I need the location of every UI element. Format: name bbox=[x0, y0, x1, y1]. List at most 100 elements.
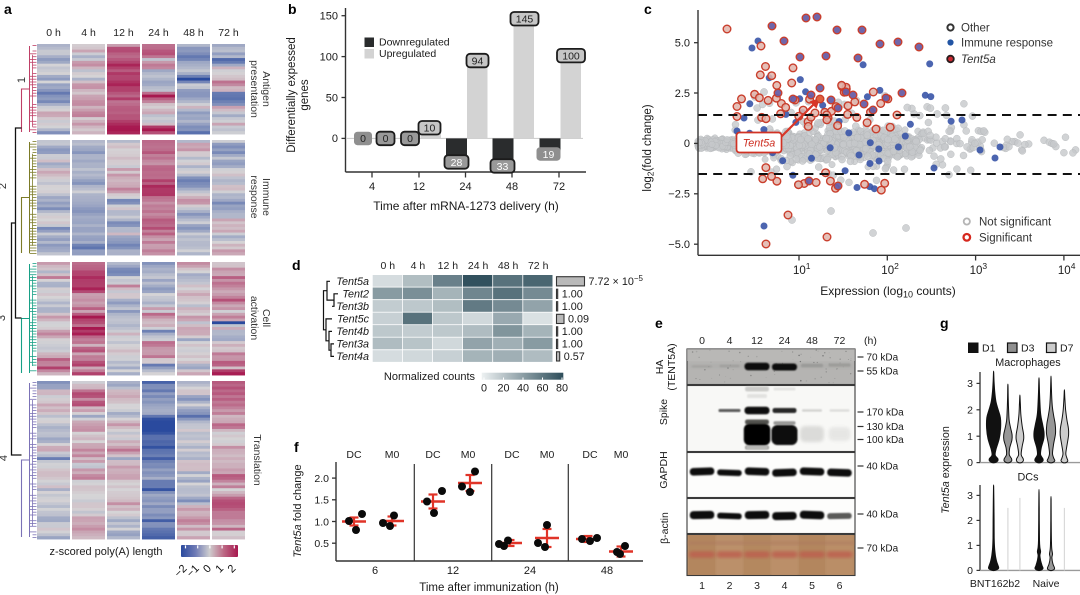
svg-text:0 h: 0 h bbox=[46, 27, 61, 39]
svg-text:Macrophages: Macrophages bbox=[995, 357, 1061, 369]
svg-text:80: 80 bbox=[556, 383, 568, 395]
svg-text:1.0: 1.0 bbox=[314, 516, 329, 528]
svg-text:−2.5: −2.5 bbox=[668, 189, 690, 201]
svg-text:4 h: 4 h bbox=[81, 27, 96, 39]
svg-text:Tent5c: Tent5c bbox=[337, 314, 370, 326]
svg-text:Naive: Naive bbox=[1033, 578, 1060, 590]
svg-text:1.00: 1.00 bbox=[562, 326, 583, 338]
svg-text:4: 4 bbox=[782, 580, 788, 592]
svg-text:1.00: 1.00 bbox=[562, 301, 583, 313]
svg-text:48: 48 bbox=[506, 181, 518, 193]
svg-text:40: 40 bbox=[517, 383, 529, 395]
svg-text:3: 3 bbox=[0, 315, 8, 321]
svg-text:48: 48 bbox=[601, 565, 613, 577]
svg-text:DCs: DCs bbox=[1018, 472, 1040, 484]
svg-text:150: 150 bbox=[320, 11, 338, 23]
svg-text:Tent5a: Tent5a bbox=[743, 138, 776, 150]
svg-text:Tent3a: Tent3a bbox=[336, 339, 369, 351]
svg-text:Immune: Immune bbox=[260, 178, 272, 216]
svg-text:72: 72 bbox=[834, 335, 846, 347]
svg-text:Not significant: Not significant bbox=[979, 217, 1052, 229]
svg-text:60: 60 bbox=[536, 383, 548, 395]
svg-text:4: 4 bbox=[727, 335, 733, 347]
svg-text:94: 94 bbox=[472, 55, 484, 67]
svg-text:2.5: 2.5 bbox=[675, 88, 690, 100]
svg-text:DC: DC bbox=[425, 449, 441, 461]
svg-text:19: 19 bbox=[543, 149, 555, 161]
svg-text:Tent4a: Tent4a bbox=[336, 351, 369, 363]
svg-text:Downregulated: Downregulated bbox=[379, 37, 450, 49]
svg-text:DC: DC bbox=[346, 449, 362, 461]
svg-text:2: 2 bbox=[226, 563, 239, 576]
svg-text:104: 104 bbox=[1058, 261, 1076, 277]
svg-text:4: 4 bbox=[0, 455, 10, 461]
svg-text:24: 24 bbox=[459, 181, 471, 193]
svg-text:0: 0 bbox=[383, 133, 389, 145]
svg-text:a: a bbox=[4, 1, 12, 17]
svg-text:101: 101 bbox=[793, 261, 811, 277]
svg-text:24 h: 24 h bbox=[148, 27, 169, 39]
svg-text:1.5: 1.5 bbox=[314, 495, 329, 507]
svg-text:72 h: 72 h bbox=[218, 27, 239, 39]
svg-text:D7: D7 bbox=[1060, 343, 1074, 355]
svg-text:1: 1 bbox=[967, 431, 973, 443]
svg-text:145: 145 bbox=[516, 14, 534, 26]
svg-text:12 h: 12 h bbox=[438, 260, 459, 272]
svg-text:Cell: Cell bbox=[260, 309, 272, 327]
svg-text:Tent2: Tent2 bbox=[342, 289, 369, 301]
svg-text:103: 103 bbox=[970, 261, 988, 277]
svg-text:GAPDH: GAPDH bbox=[658, 451, 670, 488]
svg-text:0.5: 0.5 bbox=[314, 538, 329, 550]
svg-text:0: 0 bbox=[967, 457, 973, 469]
svg-text:100: 100 bbox=[320, 51, 338, 63]
svg-text:0.57: 0.57 bbox=[564, 351, 585, 363]
svg-text:40 kDa: 40 kDa bbox=[867, 510, 899, 521]
svg-text:12: 12 bbox=[447, 565, 459, 577]
svg-text:M0: M0 bbox=[614, 449, 629, 461]
svg-text:72: 72 bbox=[553, 181, 565, 193]
svg-text:50: 50 bbox=[326, 92, 338, 104]
svg-text:2.0: 2.0 bbox=[314, 473, 329, 485]
svg-text:−1: −1 bbox=[184, 563, 201, 580]
svg-text:100: 100 bbox=[562, 50, 580, 62]
svg-text:3: 3 bbox=[967, 490, 973, 502]
svg-text:Translation: Translation bbox=[251, 434, 263, 486]
svg-text:response: response bbox=[248, 175, 260, 218]
svg-text:log2(fold change): log2(fold change) bbox=[642, 104, 656, 191]
svg-text:Spike: Spike bbox=[658, 399, 670, 425]
svg-text:M0: M0 bbox=[461, 449, 476, 461]
svg-text:12: 12 bbox=[751, 335, 763, 347]
svg-text:4 h: 4 h bbox=[411, 260, 426, 272]
svg-text:70 kDa: 70 kDa bbox=[867, 353, 899, 364]
svg-text:d: d bbox=[292, 257, 301, 273]
svg-text:M0: M0 bbox=[385, 449, 400, 461]
svg-text:1.00: 1.00 bbox=[562, 339, 583, 351]
svg-text:130 kDa: 130 kDa bbox=[867, 422, 905, 433]
svg-text:48 h: 48 h bbox=[498, 260, 519, 272]
svg-text:5.0: 5.0 bbox=[675, 38, 690, 50]
svg-text:g: g bbox=[940, 315, 949, 331]
svg-text:12: 12 bbox=[413, 181, 425, 193]
svg-text:100 kDa: 100 kDa bbox=[867, 435, 905, 446]
svg-text:Tent3b: Tent3b bbox=[336, 301, 369, 313]
svg-text:170 kDa: 170 kDa bbox=[867, 408, 905, 419]
svg-text:0.09: 0.09 bbox=[568, 314, 589, 326]
svg-text:c: c bbox=[644, 1, 652, 17]
svg-text:1: 1 bbox=[16, 77, 28, 83]
svg-text:1: 1 bbox=[967, 540, 973, 552]
svg-text:4: 4 bbox=[369, 181, 375, 193]
svg-text:1: 1 bbox=[213, 563, 226, 576]
svg-text:102: 102 bbox=[881, 261, 899, 277]
svg-text:Upregulated: Upregulated bbox=[379, 48, 436, 60]
svg-text:48 h: 48 h bbox=[183, 27, 204, 39]
svg-text:presentation: presentation bbox=[248, 60, 260, 118]
svg-text:Tent5a: Tent5a bbox=[336, 276, 369, 288]
svg-text:2: 2 bbox=[967, 404, 973, 416]
svg-text:55 kDa: 55 kDa bbox=[867, 367, 899, 378]
svg-text:1: 1 bbox=[699, 580, 705, 592]
svg-text:e: e bbox=[655, 315, 663, 331]
svg-text:−5.0: −5.0 bbox=[668, 239, 690, 251]
svg-text:DC: DC bbox=[504, 449, 520, 461]
svg-text:Time after mRNA-1273 delivery: Time after mRNA-1273 delivery (h) bbox=[373, 199, 559, 213]
svg-text:0: 0 bbox=[407, 133, 413, 145]
